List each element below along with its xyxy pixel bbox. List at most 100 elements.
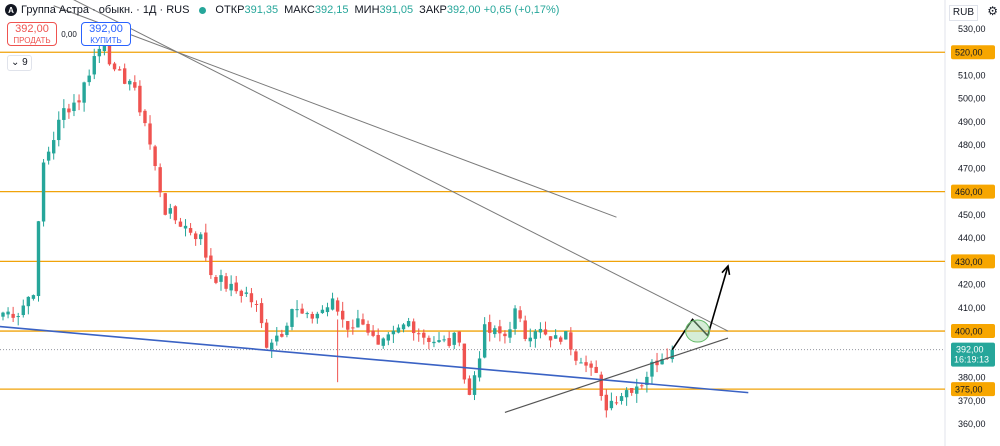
indicators-toggle[interactable]: ⌄ 9: [7, 55, 32, 71]
candle-body: [31, 295, 36, 299]
candle-body: [21, 305, 25, 316]
candle-body: [36, 221, 41, 297]
candle-body: [432, 341, 436, 344]
candle-body: [437, 340, 441, 343]
symbol-title[interactable]: Группа Астра · обыкн. · 1Д · RUS: [21, 4, 190, 16]
candle-body: [158, 167, 162, 193]
candle-body: [224, 276, 228, 289]
y-tick-label: 510,00: [958, 70, 986, 80]
candle-body: [457, 331, 461, 343]
y-tick-label: 480,00: [958, 140, 986, 150]
candle-body: [645, 376, 649, 385]
candle-body: [193, 233, 198, 240]
candle-body: [629, 387, 634, 393]
candle-body: [122, 68, 127, 84]
candle-body: [488, 322, 492, 333]
market-open-dot-icon: [199, 6, 207, 14]
candle-body: [543, 329, 548, 335]
candle-body: [655, 360, 659, 366]
candle-body: [163, 193, 167, 215]
candle-body: [102, 45, 107, 52]
spread-value: 0,00: [61, 29, 77, 39]
candle-body: [589, 363, 593, 368]
candle-body: [482, 324, 487, 358]
candle-body: [107, 42, 112, 65]
candle-body: [599, 374, 603, 396]
buy-button[interactable]: 392,00 КУПИТЬ: [81, 22, 131, 46]
candle-body: [209, 255, 213, 276]
candle-body: [396, 327, 401, 333]
y-tick-label: 360,00: [958, 419, 986, 429]
candle-body: [376, 335, 380, 345]
forecast-arrow[interactable]: [671, 265, 729, 351]
symbol-logo-icon: A: [5, 4, 17, 16]
candle-body: [351, 327, 355, 329]
candle-body: [442, 339, 446, 341]
candle-body: [92, 56, 96, 75]
trendline-support[interactable]: [0, 325, 749, 394]
forecast-arrow-head: [721, 264, 731, 276]
target-circle[interactable]: [685, 319, 711, 343]
y-tick-label: 470,00: [958, 163, 986, 173]
level-label: 520,00: [955, 48, 983, 58]
candle-body: [386, 334, 391, 341]
candle-body: [41, 162, 46, 222]
candle-body: [538, 328, 543, 333]
currency-badge[interactable]: RUB: [948, 5, 978, 21]
trendline-rising[interactable]: [504, 337, 729, 413]
last-price-box: [951, 342, 995, 367]
candle-body: [564, 331, 568, 340]
ohlc-close: ЗАКР392,00 +0,65 (+0,17%): [419, 4, 560, 16]
candle-body: [635, 386, 639, 394]
candle-body: [574, 351, 578, 361]
indicators-count: 9: [22, 57, 28, 68]
price-axis[interactable]: [945, 0, 1000, 446]
candle-body: [178, 221, 183, 227]
sell-button[interactable]: 392,00 ПРОДАТЬ: [7, 22, 57, 46]
candle-body: [133, 82, 137, 88]
candle-body: [11, 313, 15, 318]
candle-body: [97, 48, 102, 57]
candle-body: [477, 358, 482, 378]
trendline-channel[interactable]: [53, 5, 617, 218]
candle-body: [1, 312, 5, 317]
candle-body: [609, 400, 614, 409]
candle-body: [128, 80, 132, 85]
candle-body: [614, 402, 619, 404]
candle-body: [305, 313, 309, 315]
candle-body: [325, 307, 330, 313]
candle-body: [26, 296, 31, 307]
candle-body: [67, 108, 71, 113]
candle-body: [584, 362, 588, 366]
candle-body: [310, 313, 314, 319]
candle-body: [254, 303, 259, 305]
candle-body: [199, 234, 203, 240]
candle-body: [52, 140, 56, 154]
candle-body: [452, 332, 456, 345]
candle-body: [117, 69, 122, 71]
level-label-box: [951, 45, 995, 60]
candle-body: [518, 310, 522, 319]
candle-body: [498, 326, 502, 334]
y-tick-label: 500,00: [958, 94, 986, 104]
candle-body: [320, 309, 325, 314]
trendline-resistance[interactable]: [3, 0, 729, 332]
candle-body: [619, 396, 624, 401]
candle-body: [513, 308, 517, 329]
candle-body: [366, 323, 370, 333]
candle-body: [604, 394, 609, 411]
candle-body: [6, 311, 10, 315]
ohlc-low: МИН391,05: [354, 4, 414, 16]
candle-body: [153, 146, 157, 167]
last-price-timer: 16:19:13: [954, 355, 989, 365]
candle-body: [183, 225, 188, 229]
candle-body: [259, 303, 264, 324]
candle-body: [77, 100, 81, 103]
y-tick-label: 370,00: [958, 396, 986, 406]
candle-body: [381, 338, 385, 346]
gear-icon[interactable]: ⚙: [987, 4, 998, 18]
candle-body: [16, 316, 20, 318]
candle-body: [249, 293, 254, 303]
candle-body: [87, 75, 91, 83]
